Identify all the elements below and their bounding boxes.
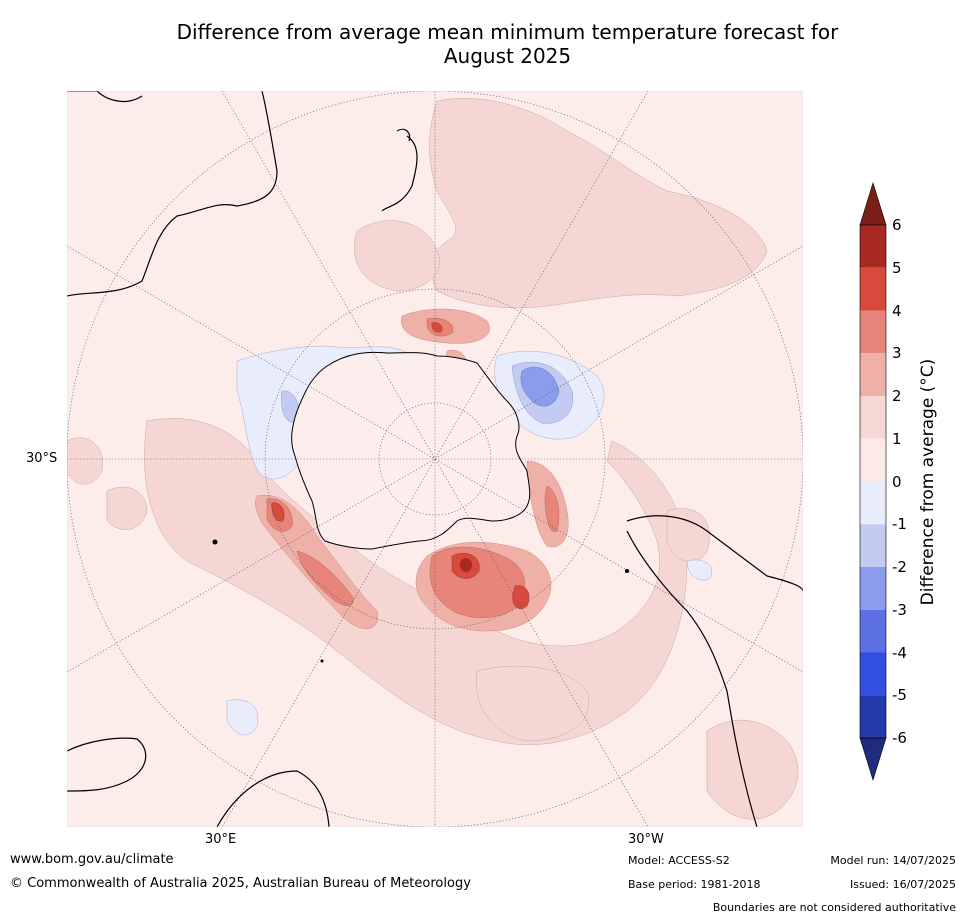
forecast-map	[67, 91, 803, 827]
colorbar-tick-label: 2	[892, 387, 902, 405]
colorbar-tick-label: -5	[892, 686, 907, 705]
colorbar-swatch	[860, 524, 886, 567]
lat-label: 30°S	[26, 451, 58, 466]
footer-issued: Issued: 16/07/2025	[849, 878, 956, 891]
colorbar-tick-label: 5	[892, 258, 902, 277]
colorbar-swatch	[860, 267, 886, 311]
colorbar-frame	[859, 224, 887, 739]
colorbar-tick-label: -6	[892, 729, 907, 747]
colorbar-tick-label: -2	[892, 558, 907, 576]
colorbar-swatch	[860, 481, 886, 525]
colorbar-swatch	[860, 396, 886, 439]
lon-label-left: 30°E	[205, 832, 237, 847]
colorbar-tick-label: 3	[892, 344, 902, 363]
colorbar-over-arrow	[859, 181, 887, 226]
colorbar-label: Difference from average (°C)	[918, 358, 938, 606]
footer-model: Model: ACCESS-S2	[628, 854, 730, 867]
colorbar-tick-label: 0	[892, 472, 902, 491]
anomaly-neg-2-3-regions	[520, 366, 560, 407]
title-line-2: August 2025	[443, 44, 572, 68]
colorbar-swatch	[860, 438, 886, 482]
antarctica-outline	[291, 351, 531, 550]
footer-website[interactable]: www.bom.gov.au/climate	[10, 852, 174, 867]
colorbar-swatch	[860, 652, 886, 696]
colorbar-swatch	[860, 695, 886, 738]
footer-model-run: Model run: 14/07/2025	[830, 854, 956, 867]
colorbar-swatch	[860, 609, 886, 653]
colorbar-tick-label: -1	[892, 515, 907, 534]
footer-disclaimer: Boundaries are not considered authoritat…	[712, 901, 956, 914]
colorbar-swatch	[860, 225, 886, 268]
colorbar-swatch	[860, 310, 886, 354]
colorbar-tick-label: 1	[892, 429, 902, 448]
footer-base-period: Base period: 1981-2018	[628, 878, 761, 891]
colorbar-tick-label: 4	[892, 301, 902, 320]
graticule	[67, 91, 803, 827]
colorbar-tick-label: -3	[892, 600, 907, 619]
map-title: Difference from average mean minimum tem…	[0, 20, 965, 68]
anomaly-3-4-regions	[266, 318, 560, 618]
colorbar-tick-label: -4	[892, 643, 907, 662]
colorbar-tick-label: 6	[892, 216, 902, 234]
colorbar-swatch	[860, 567, 886, 610]
colorbar-swatch	[860, 353, 886, 396]
islands	[212, 539, 629, 663]
lon-label-right: 30°W	[628, 832, 664, 847]
coastlines	[67, 91, 803, 827]
anomaly-over-5-cores	[460, 558, 472, 572]
title-line-1: Difference from average mean minimum tem…	[176, 20, 839, 44]
colorbar-under-arrow	[859, 737, 887, 782]
footer-copyright: © Commonwealth of Australia 2025, Austra…	[10, 876, 471, 891]
